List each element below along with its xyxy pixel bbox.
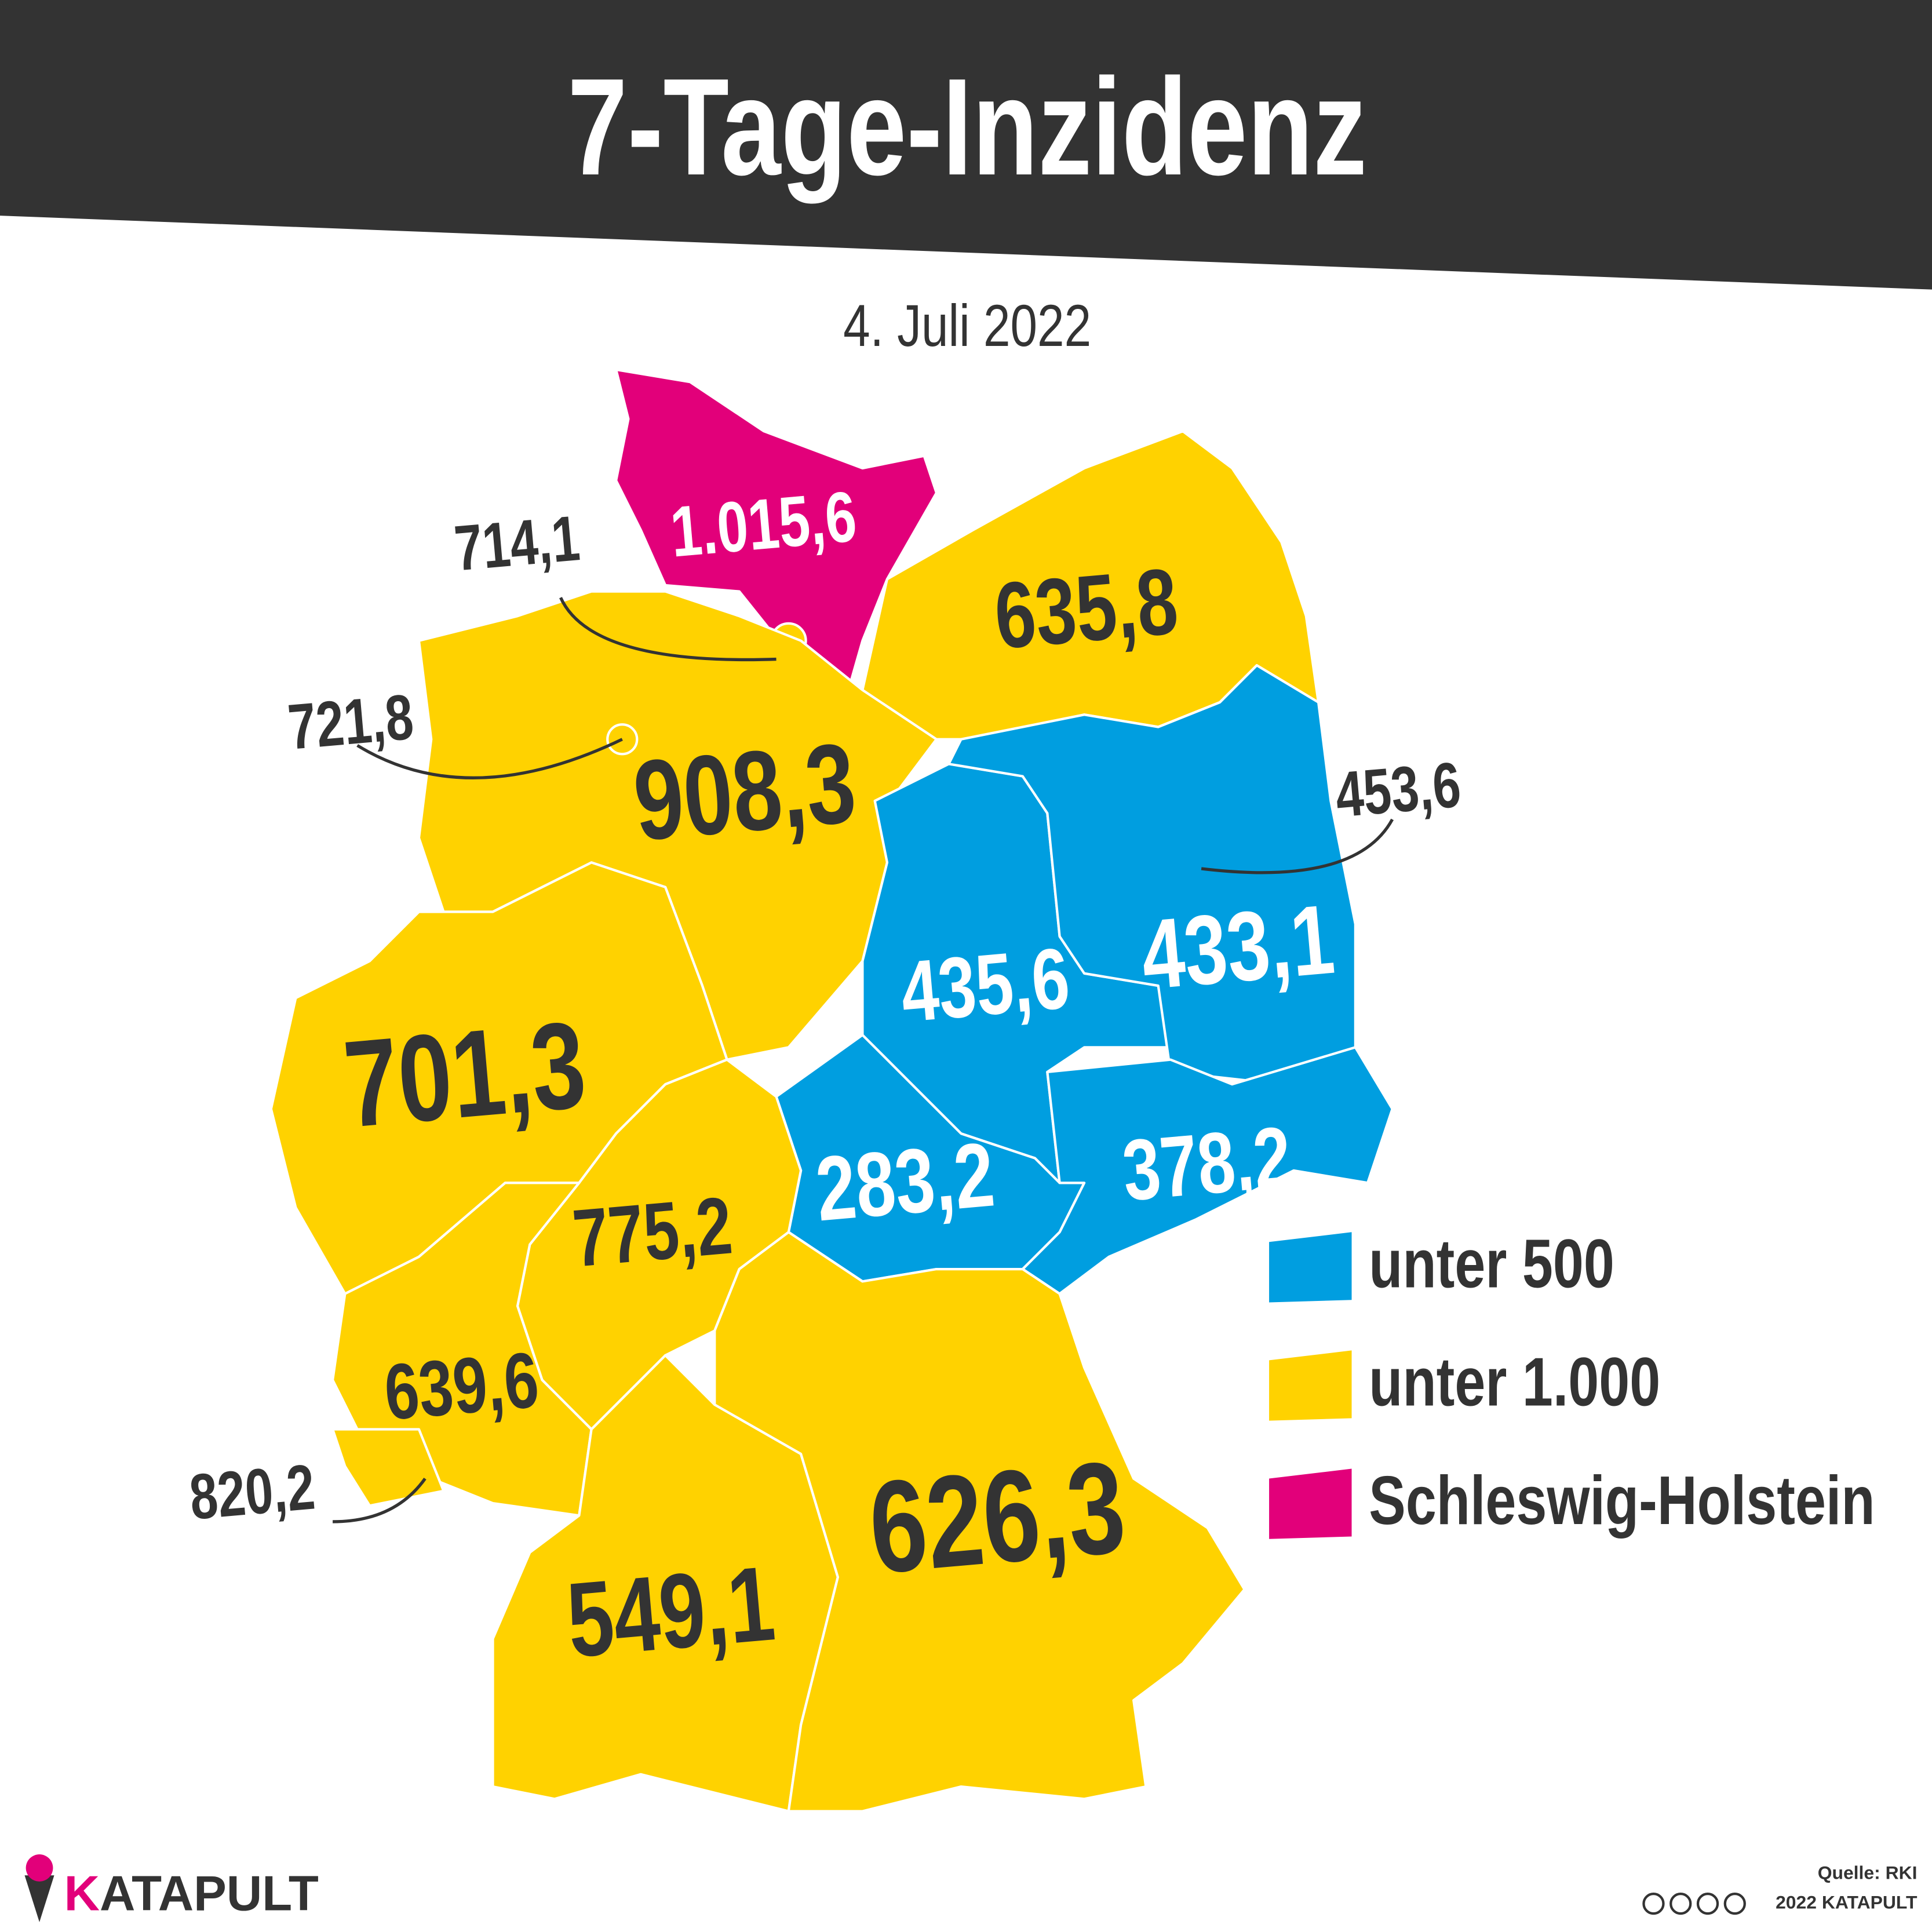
logo: KATAPULT: [24, 1854, 319, 1922]
value-label: 820,2: [187, 1451, 318, 1533]
state: [1021, 1046, 1394, 1295]
source: Quelle: RKI: [1818, 1862, 1918, 1883]
state: [615, 368, 938, 686]
value-label: 908,3: [629, 719, 860, 865]
legend-label: unter 500: [1369, 1224, 1614, 1302]
legend-swatch: [1269, 1232, 1352, 1303]
leader-line: [356, 738, 623, 779]
value-label: 283,2: [812, 1123, 998, 1240]
logo-icon: [25, 1854, 53, 1882]
legend-swatch: [1269, 1468, 1352, 1539]
value-label: 433,1: [1137, 884, 1338, 1011]
value-label: 639,6: [381, 1336, 542, 1437]
license-icons: [1642, 1892, 1746, 1915]
value-label: 714,1: [451, 502, 582, 585]
value-label: 549,1: [563, 1544, 779, 1679]
value-label: 1.015,6: [668, 477, 860, 573]
state: [713, 1231, 1246, 1813]
value-label: 453,6: [1333, 749, 1464, 831]
legend-label: unter 1.000: [1369, 1343, 1660, 1420]
value-label: 626,3: [864, 1433, 1131, 1601]
legend-swatch: [1269, 1350, 1352, 1421]
legend-label: Schleswig-Holstein: [1369, 1461, 1875, 1539]
logo-icon: [24, 1875, 54, 1922]
value-label: 635,8: [990, 548, 1182, 668]
leader-line: [1201, 818, 1394, 874]
title: 7-Tage-Inzidenz: [567, 50, 1366, 204]
copyright: 2022 KATAPULT: [1776, 1892, 1918, 1913]
leader-line: [559, 597, 777, 662]
value-label: 378,2: [1119, 1109, 1295, 1219]
leader-line: [333, 1477, 427, 1523]
value-label: 701,3: [339, 996, 590, 1154]
value-label: 721,8: [285, 681, 416, 763]
value-labels: 1.015,6 635,8 714,1 908,3 721,8 453,6 435,6 433…: [187, 477, 1463, 1680]
legend: unter 500 unter 1.000 Schleswig-Holstein: [1269, 1224, 1875, 1539]
map: [269, 368, 1394, 1813]
logo-text: KATAPULT: [64, 1867, 319, 1922]
header-band: [0, 0, 1932, 290]
value-label: 775,2: [570, 1179, 736, 1284]
date: 4. Juli 2022: [843, 293, 1091, 359]
value-label: 435,6: [897, 930, 1073, 1041]
